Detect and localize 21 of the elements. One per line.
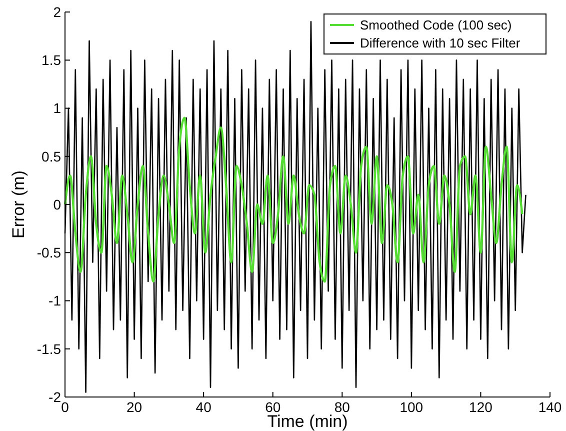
y-tick-label: -1.5 xyxy=(36,340,62,357)
x-tick-label: 20 xyxy=(126,399,142,415)
x-axis-title: Time (min) xyxy=(267,412,348,431)
x-tick-label: 140 xyxy=(538,399,562,415)
y-tick-label: 0.5 xyxy=(42,148,62,164)
legend-label: Difference with 10 sec Filter xyxy=(360,36,521,51)
x-tick-label: 80 xyxy=(334,399,350,415)
y-axis-title: Error (m) xyxy=(9,170,28,238)
y-tick-label: 0 xyxy=(53,196,62,212)
x-tick-label: 100 xyxy=(400,399,424,415)
y-tick-label: 1.5 xyxy=(42,52,62,68)
y-tick-label: 1 xyxy=(53,100,62,116)
y-tick-label: -2 xyxy=(48,388,62,405)
y-tick-label: -1 xyxy=(48,292,62,309)
x-tick-label: 60 xyxy=(265,399,281,415)
y-tick-label: 2 xyxy=(53,4,62,20)
x-tick-label: 40 xyxy=(196,399,212,415)
x-tick-label: 120 xyxy=(469,399,493,415)
y-tick-label: -0.5 xyxy=(36,244,62,261)
line-series xyxy=(64,116,524,283)
legend-label: Smoothed Code (100 sec) xyxy=(360,18,512,33)
